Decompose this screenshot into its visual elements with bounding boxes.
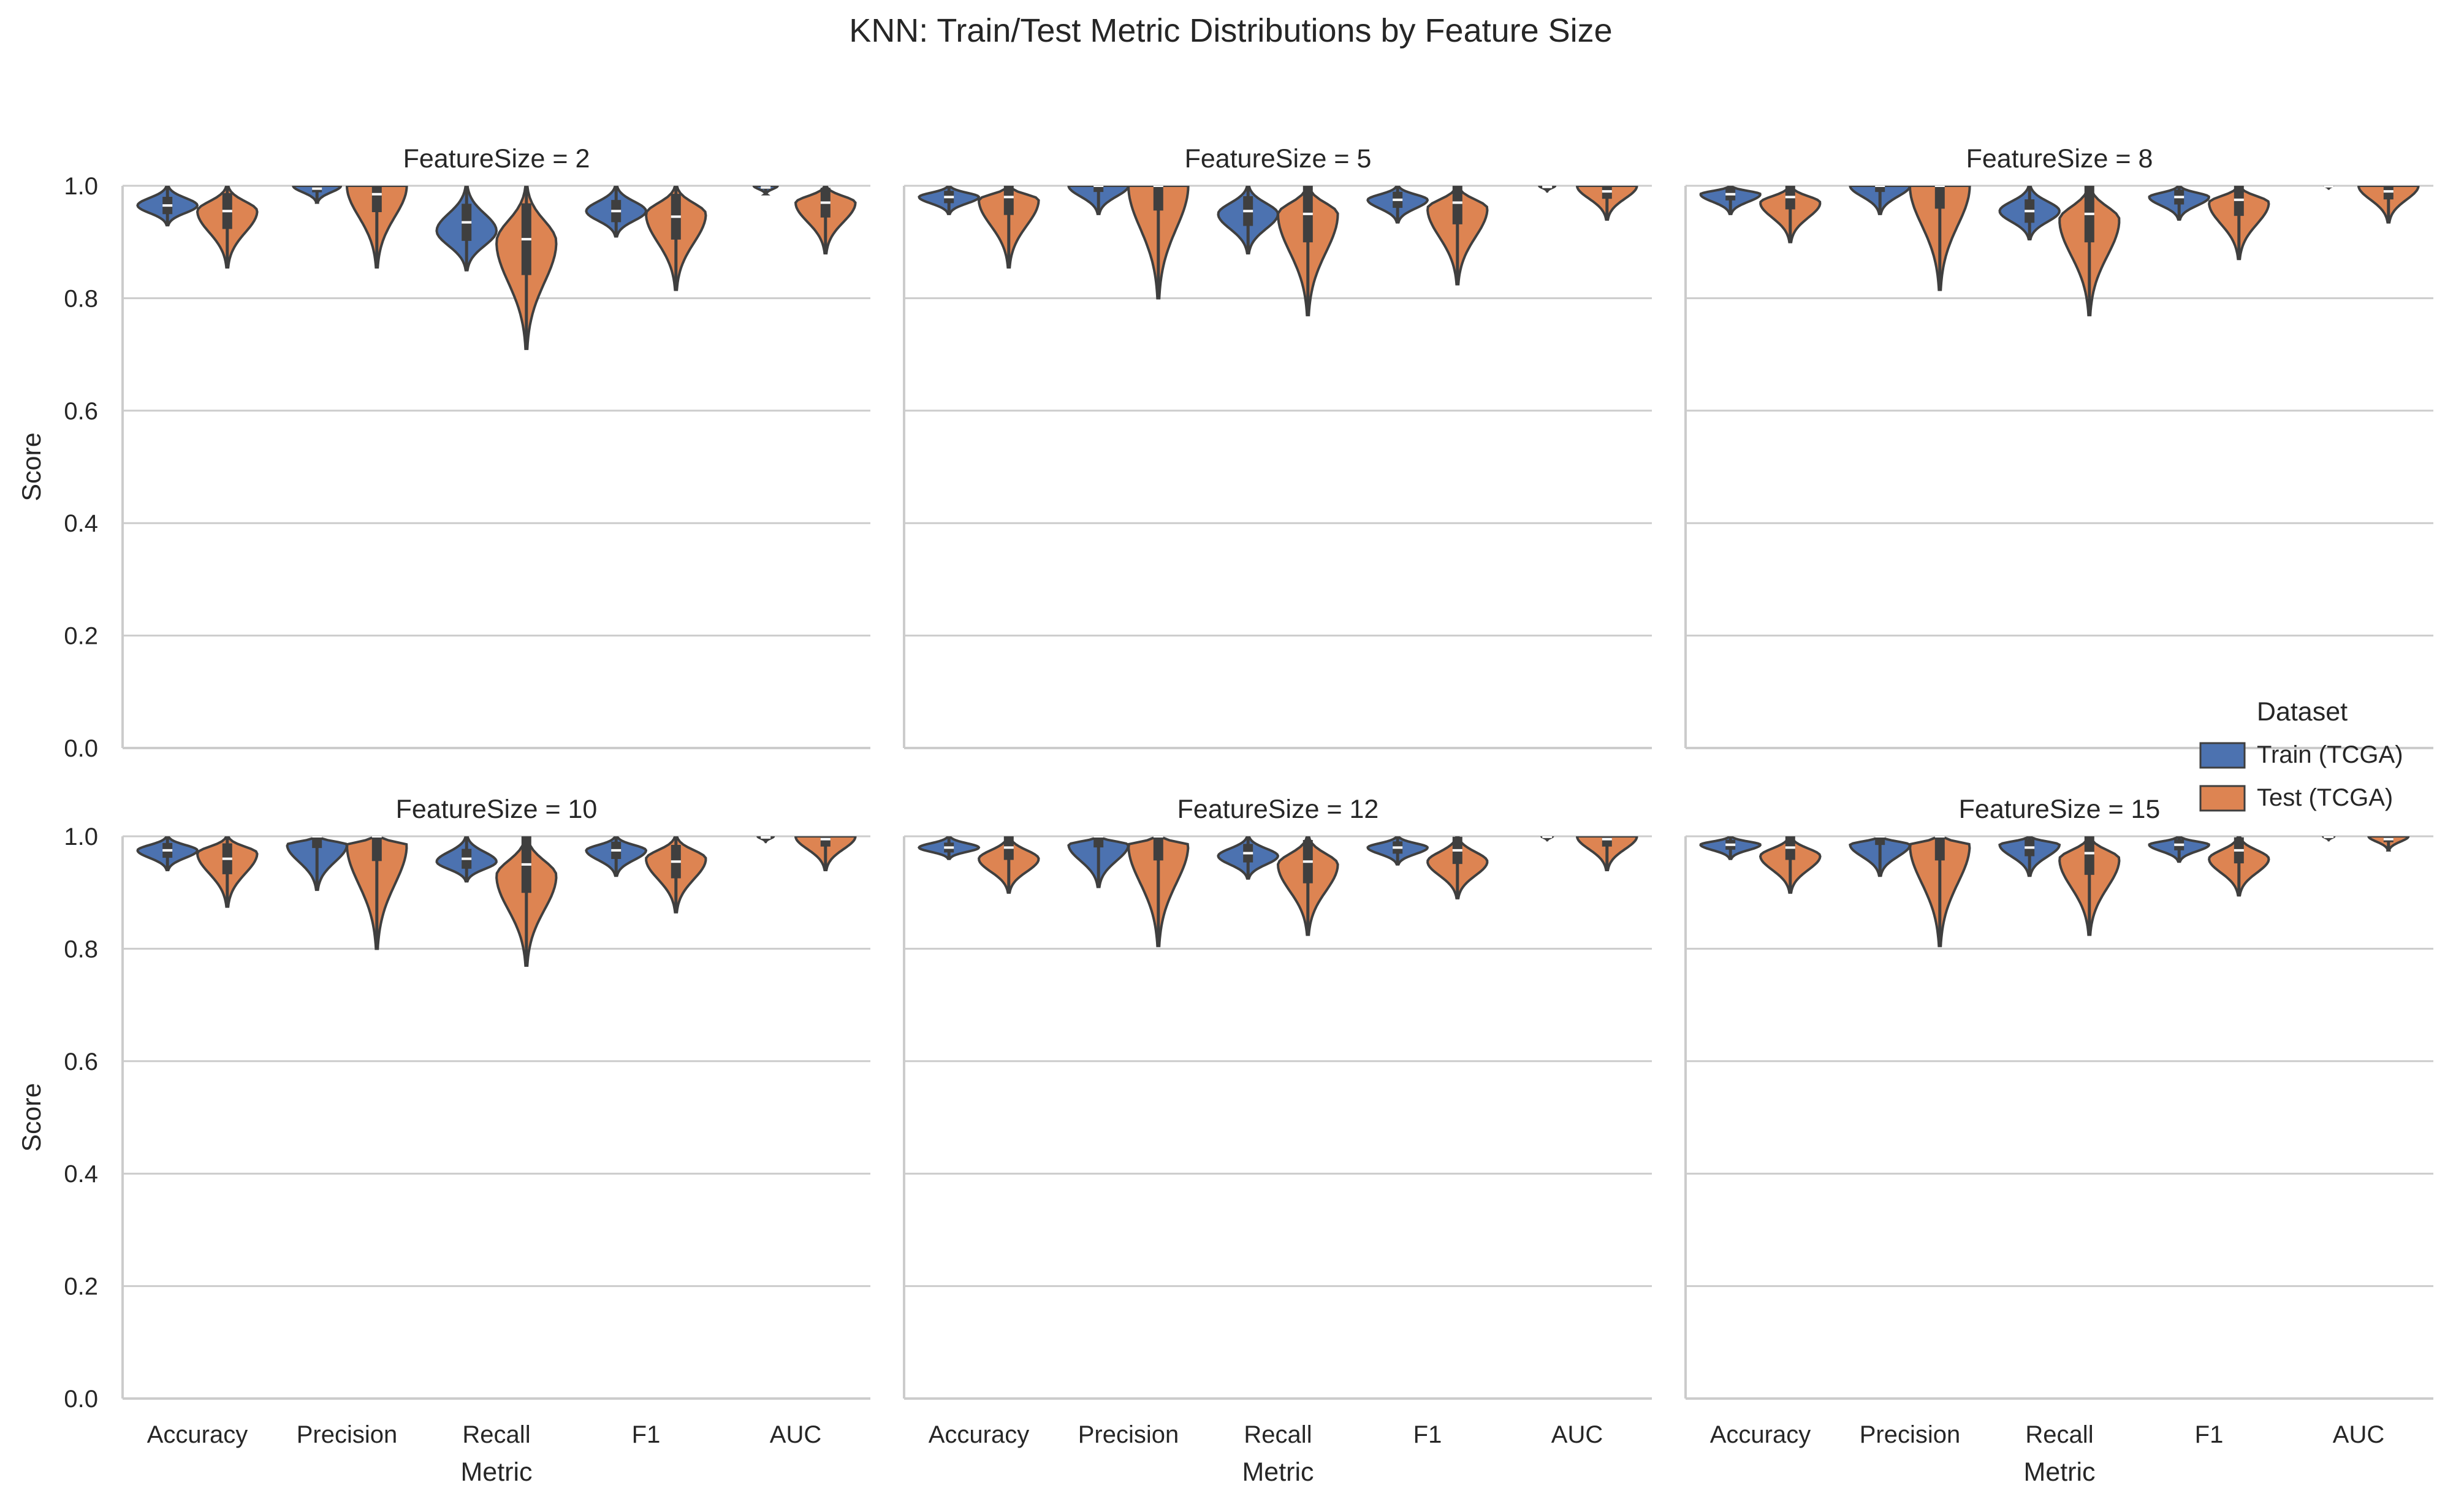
legend-title: Dataset: [2257, 697, 2348, 727]
y-axis-label: Score: [17, 1083, 47, 1151]
y-tick-label: 0.4: [64, 1161, 98, 1188]
x-tick-label: Accuracy: [1710, 1421, 1811, 1448]
y-tick-label: 1.0: [64, 823, 98, 850]
y-tick-label: 0.2: [64, 623, 98, 650]
y-tick-label: 0.4: [64, 510, 98, 537]
y-tick-label: 0.8: [64, 936, 98, 963]
y-tick-label: 0.6: [64, 398, 98, 425]
x-tick-label: F1: [1413, 1421, 1442, 1448]
x-tick-label: F1: [2195, 1421, 2224, 1448]
x-tick-label: Accuracy: [147, 1421, 248, 1448]
violin-group: [136, 186, 857, 350]
violin-group: [136, 836, 857, 967]
legend: Dataset Train (TCGA) Test (TCGA): [2199, 697, 2403, 812]
y-tick-label: 0.0: [64, 735, 98, 762]
violin-group: [917, 836, 1638, 947]
facet-panel: FeatureSize = 8: [1684, 144, 2433, 749]
x-axis-label: Metric: [2023, 1457, 2095, 1487]
x-tick-label: Precision: [297, 1421, 398, 1448]
facet-title: FeatureSize = 10: [396, 795, 598, 824]
x-tick-label: Recall: [462, 1421, 530, 1448]
x-tick-label: Precision: [1078, 1421, 1179, 1448]
facet-panel: FeatureSize = 5: [903, 144, 1652, 749]
figure-title: KNN: Train/Test Metric Distributions by …: [849, 12, 1612, 49]
x-tick-label: F1: [632, 1421, 661, 1448]
x-tick-label: AUC: [1551, 1421, 1603, 1448]
legend-label: Test (TCGA): [2257, 784, 2393, 811]
facet-panel: FeatureSize = 10 0.0 0.2 0.4 0.6 0.8 1.0 Score A…: [17, 795, 870, 1487]
legend-swatch: [2199, 742, 2246, 769]
y-tick-label: 0.2: [64, 1273, 98, 1300]
facet-title: FeatureSize = 5: [1185, 144, 1372, 174]
violin-group: [918, 186, 1638, 316]
facet-panels: FeatureSize = 20.00.20.40.60.81.0ScoreFe…: [17, 144, 2433, 1487]
x-tick-label: AUC: [2333, 1421, 2384, 1448]
violin-group: [1699, 836, 2410, 947]
facet-title: FeatureSize = 12: [1177, 795, 1379, 824]
y-tick-label: 1.0: [64, 173, 98, 200]
violin-group: [1699, 186, 2420, 316]
x-tick-label: Recall: [2025, 1421, 2093, 1448]
legend-label: Train (TCGA): [2257, 741, 2403, 768]
y-tick-label: 0.8: [64, 285, 98, 312]
x-tick-label: AUC: [770, 1421, 821, 1448]
x-axis-label: Metric: [460, 1457, 532, 1487]
facet-panel: FeatureSize = 12 Accuracy Precision Recall F…: [903, 795, 1652, 1487]
x-tick-label: Recall: [1244, 1421, 1312, 1448]
legend-swatch: [2199, 785, 2246, 812]
y-axis-label: Score: [17, 432, 47, 501]
x-axis-label: Metric: [1242, 1457, 1314, 1487]
y-tick-label: 0.0: [64, 1386, 98, 1413]
facet-title: FeatureSize = 15: [1959, 795, 2161, 824]
facet-panel: FeatureSize = 15 Accuracy Precision Recall F…: [1684, 795, 2433, 1487]
x-tick-label: Accuracy: [929, 1421, 1030, 1448]
x-tick-label: Precision: [1860, 1421, 1961, 1448]
facet-panel: FeatureSize = 2 0.0 0.2 0.4 0.6 0.8 1.0 Score: [17, 144, 870, 762]
y-tick-label: 0.6: [64, 1048, 98, 1075]
facet-title: FeatureSize = 2: [403, 144, 590, 174]
facet-title: FeatureSize = 8: [1966, 144, 2153, 174]
